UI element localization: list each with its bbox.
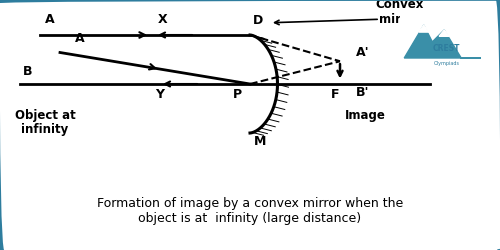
Text: M: M bbox=[254, 135, 266, 148]
Text: A': A' bbox=[356, 46, 370, 59]
FancyBboxPatch shape bbox=[398, 10, 488, 85]
Text: D: D bbox=[252, 14, 262, 28]
Polygon shape bbox=[404, 25, 481, 58]
Polygon shape bbox=[439, 30, 450, 36]
Polygon shape bbox=[418, 25, 429, 32]
FancyBboxPatch shape bbox=[2, 178, 498, 248]
Text: X: X bbox=[158, 13, 168, 26]
Text: Y: Y bbox=[156, 88, 164, 101]
Text: B': B' bbox=[356, 86, 370, 99]
Text: Object at
infinity: Object at infinity bbox=[14, 108, 76, 136]
Text: CREST: CREST bbox=[433, 44, 460, 54]
Text: A: A bbox=[45, 13, 55, 26]
Text: A: A bbox=[75, 32, 85, 45]
Text: Convex
mirror: Convex mirror bbox=[376, 0, 424, 26]
Text: Olympiads: Olympiads bbox=[434, 61, 460, 66]
Text: P: P bbox=[233, 88, 242, 101]
Text: Formation of image by a convex mirror when the
object is at  infinity (large dis: Formation of image by a convex mirror wh… bbox=[97, 197, 403, 225]
Text: Image: Image bbox=[344, 109, 386, 122]
Text: F: F bbox=[331, 88, 339, 101]
Text: B: B bbox=[23, 65, 32, 78]
